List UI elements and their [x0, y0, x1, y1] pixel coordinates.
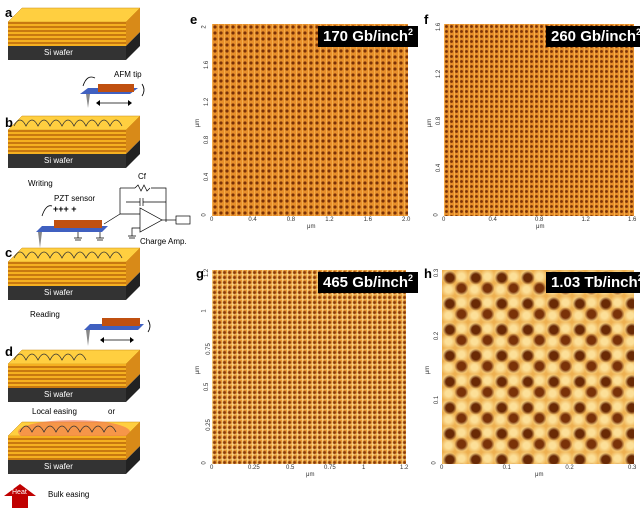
x-tick-label: 0.2 — [565, 465, 574, 471]
si-wafer-label-a: Si wafer — [44, 48, 73, 57]
x-axis-unit: μm — [307, 224, 316, 230]
y-tick-label: 2 — [201, 25, 208, 29]
si-wafer-label-bulk: Si wafer — [44, 462, 73, 471]
si-wafer-label-d: Si wafer — [44, 390, 73, 399]
wafer-stack-a — [7, 7, 141, 60]
y-tick-label: 1.2 — [436, 69, 443, 79]
x-tick-label: 1 — [362, 465, 366, 471]
afm-image-e — [212, 24, 408, 216]
y-tick-label: 0.2 — [434, 332, 441, 341]
x-tick-label: 1.2 — [325, 217, 334, 223]
y-tick-label: 0 — [433, 213, 440, 217]
x-tick-label: 0.5 — [286, 465, 295, 471]
y-tick-label: 0.75 — [205, 343, 212, 355]
x-tick-label: 0 — [440, 465, 444, 471]
y-tick-label: 1.6 — [204, 60, 211, 69]
charge-amp-label: Charge Amp. — [140, 237, 187, 246]
x-tick-label: 1.2 — [581, 217, 590, 223]
x-tick-label: 0.4 — [488, 217, 497, 223]
x-tick-label: 0.75 — [324, 465, 336, 471]
x-tick-label: 0 — [442, 217, 446, 223]
heat-label: Heat — [12, 489, 27, 496]
y-tick-label: 1.2 — [204, 98, 211, 107]
panel-letter-c: c — [5, 245, 13, 260]
afm-tip-erasing — [84, 318, 151, 346]
afm-image-g — [212, 270, 406, 464]
panel-letter-d: d — [5, 344, 13, 359]
wafer-stack-b — [7, 115, 141, 168]
x-axis-unit: μm — [306, 472, 315, 478]
wafer-stack-bulk — [7, 420, 141, 474]
panel-letter-e: e — [190, 12, 198, 27]
y-tick-label: 0.25 — [205, 419, 212, 431]
pzt-sensor-label: PZT sensor — [54, 194, 96, 203]
y-axis-unit: μm — [195, 365, 202, 375]
writing-label: Writing — [28, 179, 53, 188]
charge-amp-circuit — [119, 184, 191, 239]
y-tick-label: 0.8 — [204, 135, 211, 144]
density-badge-g: 465 Gb/inch2 — [318, 272, 419, 293]
heat-arrow-icon — [4, 484, 36, 508]
afm-image-f — [444, 24, 634, 216]
panel-letter-g: g — [196, 266, 204, 281]
y-axis-unit: μm — [427, 118, 434, 128]
schematic-svg — [4, 7, 191, 508]
y-tick-label: 1.6 — [436, 22, 443, 32]
afm-image-h — [442, 270, 634, 464]
charge-signs: +++ + — [53, 204, 77, 214]
y-tick-label: 1 — [201, 309, 208, 313]
x-tick-label: 1.6 — [363, 217, 372, 223]
x-tick-label: 0.8 — [286, 217, 296, 223]
x-axis-unit: μm — [536, 224, 545, 230]
wafer-stack-d — [7, 349, 141, 402]
x-tick-label: 0.1 — [502, 465, 511, 471]
y-tick-label: 0 — [431, 461, 438, 465]
si-wafer-label-c: Si wafer — [44, 288, 73, 297]
local-erasing-label: Local easing — [32, 407, 77, 416]
density-badge-f: 260 Gb/inch2 — [546, 26, 640, 47]
x-tick-label: 0.4 — [248, 217, 257, 223]
density-badge-h: 1.03 Tb/inch2 — [546, 272, 640, 293]
y-tick-label: 0 — [201, 461, 208, 465]
or-label: or — [108, 407, 116, 416]
x-tick-label: 0 — [210, 465, 214, 471]
x-tick-label: 0.25 — [248, 465, 260, 471]
y-tick-label: 0.5 — [204, 382, 211, 392]
reading-label: Reading — [30, 310, 60, 319]
bulk-erasing-label: Bulk easing — [48, 490, 90, 499]
y-tick-label: 0.3 — [434, 268, 441, 278]
afm-tip-reading — [36, 205, 121, 248]
y-axis-unit: μm — [195, 118, 202, 128]
y-tick-label: 0.1 — [434, 395, 441, 404]
x-tick-label: 0.3 — [628, 465, 637, 471]
x-axis-unit: μm — [535, 472, 544, 478]
x-tick-label: 0.8 — [535, 217, 544, 223]
panel-letter-h: h — [424, 266, 432, 281]
y-tick-label: 0.4 — [436, 163, 443, 173]
x-tick-label: 1.6 — [628, 217, 637, 223]
afm-tip-writing — [80, 76, 145, 108]
si-wafer-label-b: Si wafer — [44, 156, 73, 165]
afm-tip-label: AFM tip — [114, 70, 142, 79]
density-badge-e: 170 Gb/inch2 — [318, 26, 419, 47]
y-tick-label: 0 — [201, 213, 208, 217]
x-tick-label: 2.0 — [402, 217, 411, 223]
cf-label: Cf — [138, 172, 146, 181]
x-tick-label: 0 — [210, 217, 214, 223]
x-tick-label: 1.2 — [400, 465, 409, 471]
y-axis-unit: μm — [425, 365, 432, 375]
panel-letter-a: a — [5, 5, 13, 20]
y-tick-label: 1.2 — [204, 268, 211, 278]
panel-letter-f: f — [424, 12, 429, 27]
y-tick-label: 0.4 — [204, 173, 211, 182]
wafer-stack-c — [7, 247, 141, 300]
y-tick-label: 0.8 — [436, 116, 443, 126]
panel-letter-b: b — [5, 115, 13, 130]
